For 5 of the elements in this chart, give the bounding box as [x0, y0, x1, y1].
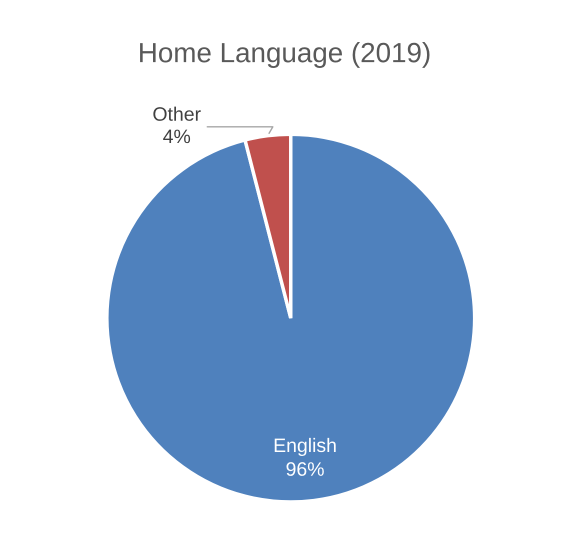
chart-title: Home Language (2019)	[140, 42, 430, 68]
slice-label: Other	[153, 106, 201, 121]
data-label: 4%	[163, 130, 190, 144]
data-label: 96%	[286, 462, 324, 476]
slice-label: English	[274, 438, 336, 456]
